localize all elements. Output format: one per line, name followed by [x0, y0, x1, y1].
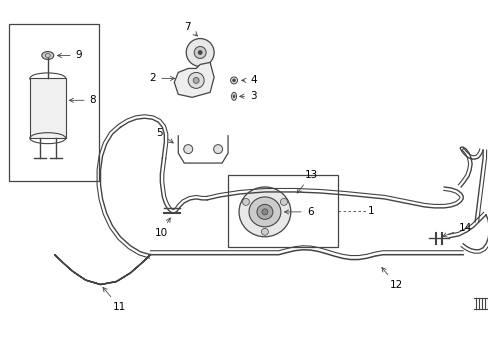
- Ellipse shape: [183, 145, 192, 154]
- Ellipse shape: [242, 198, 249, 206]
- Ellipse shape: [213, 145, 222, 154]
- Text: 14: 14: [442, 223, 471, 237]
- Ellipse shape: [188, 72, 203, 88]
- Bar: [30, 78, 65, 138]
- Ellipse shape: [261, 228, 268, 235]
- Polygon shape: [174, 62, 214, 97]
- Bar: [9, 24, 99, 181]
- Text: 13: 13: [297, 170, 317, 193]
- Text: 11: 11: [103, 287, 125, 311]
- Text: 5: 5: [156, 128, 173, 143]
- Text: 8: 8: [69, 95, 96, 105]
- Ellipse shape: [231, 92, 236, 100]
- Ellipse shape: [41, 51, 54, 59]
- Ellipse shape: [256, 204, 272, 219]
- Ellipse shape: [230, 77, 237, 84]
- Text: 10: 10: [154, 218, 170, 238]
- Ellipse shape: [186, 39, 214, 67]
- Text: 1: 1: [367, 206, 373, 216]
- Text: 2: 2: [149, 73, 174, 84]
- Text: 7: 7: [184, 22, 197, 36]
- Ellipse shape: [262, 209, 267, 215]
- Ellipse shape: [233, 95, 235, 98]
- Text: 3: 3: [239, 91, 256, 101]
- Ellipse shape: [248, 197, 280, 227]
- Text: 6: 6: [284, 207, 313, 217]
- Text: 9: 9: [57, 50, 82, 60]
- Ellipse shape: [232, 79, 235, 82]
- Ellipse shape: [194, 46, 206, 58]
- Text: 4: 4: [241, 75, 256, 85]
- Ellipse shape: [239, 187, 290, 237]
- Ellipse shape: [193, 77, 199, 84]
- Bar: [227, 175, 337, 247]
- Ellipse shape: [280, 198, 287, 206]
- Ellipse shape: [198, 50, 202, 54]
- Text: 12: 12: [381, 267, 402, 289]
